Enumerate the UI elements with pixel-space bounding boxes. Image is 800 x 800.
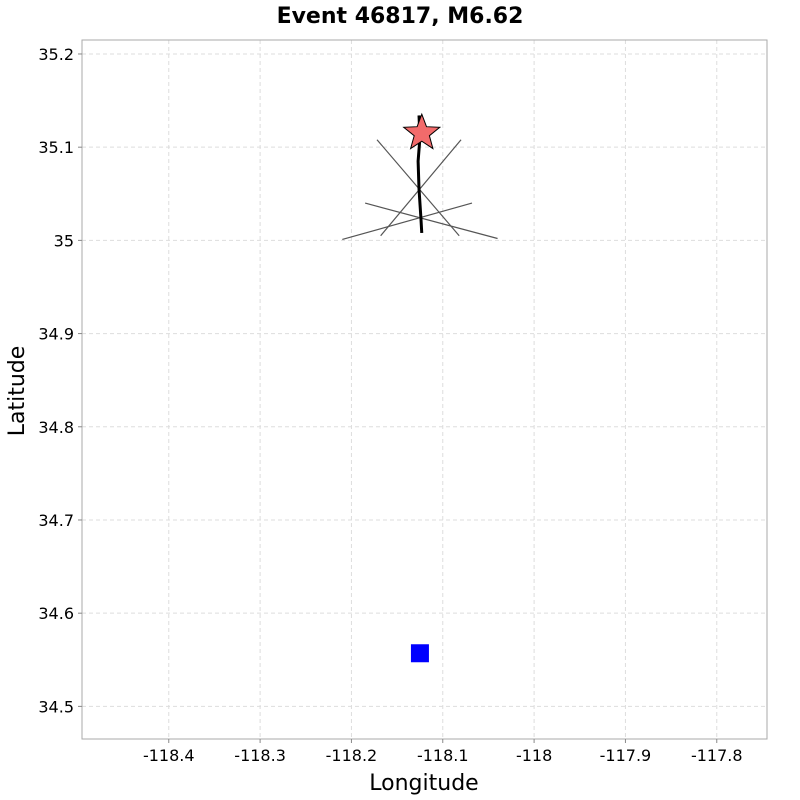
y-tick-label: 35.1 xyxy=(38,138,74,157)
markers xyxy=(402,112,442,663)
station-square-marker xyxy=(410,644,429,663)
x-tick-label: -118.4 xyxy=(143,746,195,765)
y-tick-label: 34.7 xyxy=(38,511,74,530)
subsection-line xyxy=(380,139,462,237)
subsection-line xyxy=(364,202,498,240)
x-tick-label: -118.3 xyxy=(234,746,286,765)
chart-title: Event 46817, M6.62 xyxy=(277,4,524,29)
x-tick-label: -118 xyxy=(516,746,552,765)
x-tick-label: -118.2 xyxy=(326,746,378,765)
grid xyxy=(82,40,767,739)
x-tick-label: -117.9 xyxy=(600,746,652,765)
y-axis-title: Latitude xyxy=(5,346,30,437)
y-tick-label: 34.9 xyxy=(38,325,74,344)
y-tick-label: 35 xyxy=(54,231,74,250)
hypocenter-star-marker xyxy=(402,112,442,150)
y-tick-label: 34.8 xyxy=(38,418,74,437)
x-tick-label: -118.1 xyxy=(417,746,469,765)
y-tick-label: 34.5 xyxy=(38,697,74,716)
y-tick-label: 35.2 xyxy=(38,45,74,64)
x-tick-label: -117.8 xyxy=(691,746,743,765)
plot-area-frame xyxy=(81,39,768,740)
axis-ticks: -118.4 -118.3 -118.2 -118.1 -118 -117.9 -117.8… xyxy=(38,45,742,765)
subsection-line xyxy=(342,202,473,241)
y-tick-label: 34.6 xyxy=(38,604,74,623)
x-axis-title: Longitude xyxy=(369,771,478,796)
